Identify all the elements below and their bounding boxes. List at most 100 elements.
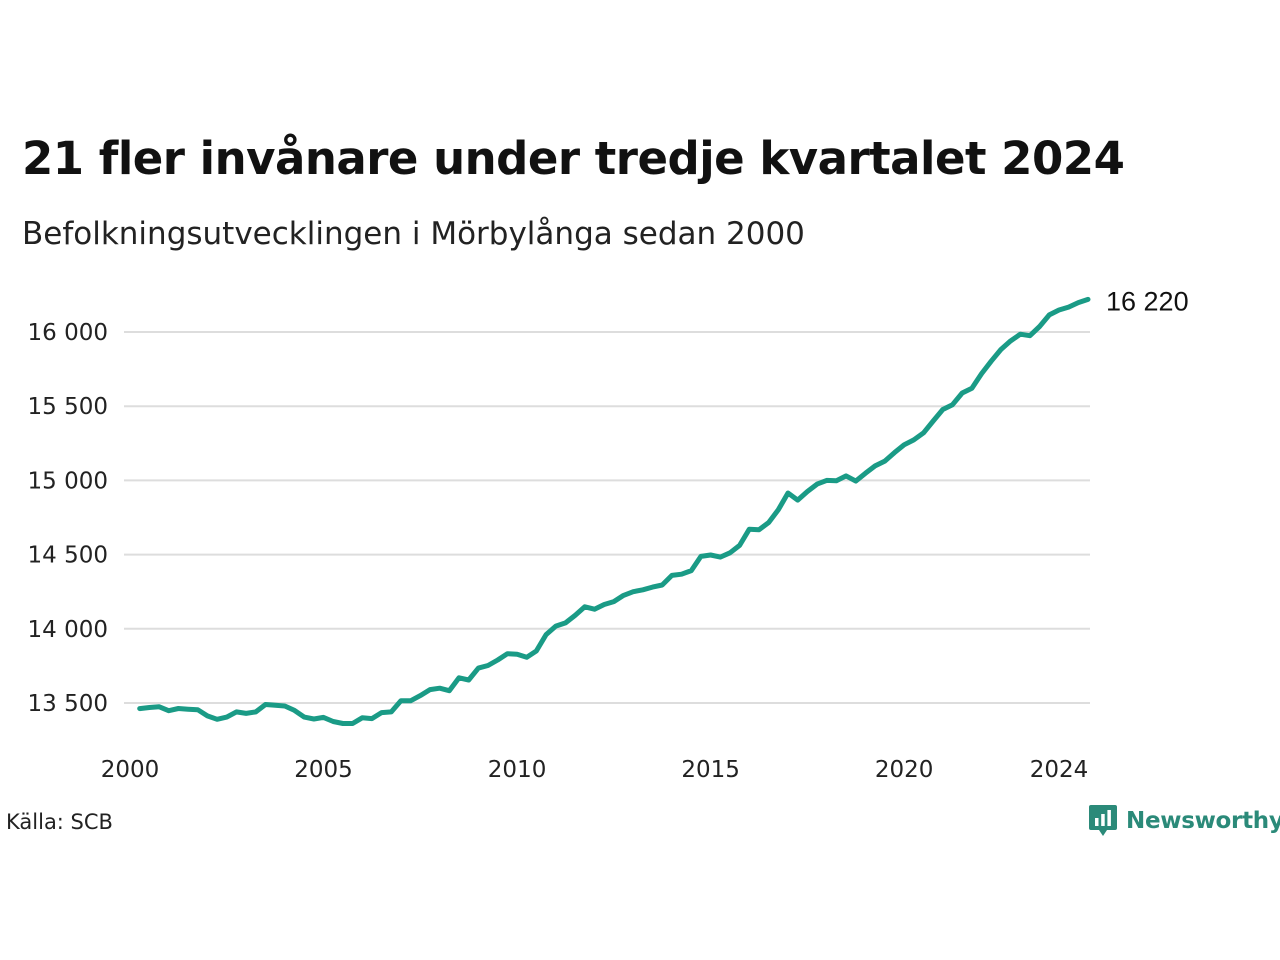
- data-point: [679, 572, 684, 577]
- data-point: [650, 585, 655, 590]
- data-point: [157, 704, 162, 709]
- data-point: [1018, 332, 1023, 337]
- brand-name: Newsworthy: [1126, 808, 1280, 834]
- data-point: [805, 489, 810, 494]
- data-point: [1057, 308, 1062, 313]
- data-point: [515, 652, 520, 657]
- data-point: [998, 347, 1003, 352]
- data-point: [757, 527, 762, 532]
- data-point: [834, 478, 839, 483]
- source-note: Källa: SCB: [6, 810, 113, 834]
- data-point: [311, 717, 316, 722]
- data-point: [902, 442, 907, 447]
- data-point: [689, 568, 694, 573]
- data-point: [602, 602, 607, 607]
- data-point: [708, 553, 713, 558]
- data-point: [466, 678, 471, 683]
- data-point: [486, 663, 491, 668]
- chart-subtitle: Befolkningsutvecklingen i Mörbylånga sed…: [22, 216, 805, 252]
- data-point: [563, 620, 568, 625]
- data-point: [698, 554, 703, 559]
- data-point: [428, 687, 433, 692]
- data-point: [418, 693, 423, 698]
- data-point: [940, 407, 945, 412]
- data-point: [389, 709, 394, 714]
- y-tick-label: 16 000: [28, 320, 108, 346]
- data-point: [611, 599, 616, 604]
- data-point: [292, 708, 297, 713]
- data-point: [640, 587, 645, 592]
- series-group: [137, 296, 1091, 726]
- data-point: [1076, 300, 1081, 305]
- data-point: [321, 715, 326, 720]
- data-point: [166, 708, 171, 713]
- data-point: [215, 717, 220, 722]
- data-point: [1008, 338, 1013, 343]
- newsworthy-logo[interactable]: Newsworthy: [1088, 804, 1280, 838]
- data-points: [137, 297, 1090, 726]
- series-line: [137, 296, 1091, 726]
- data-point: [447, 688, 452, 693]
- data-point: [398, 698, 403, 703]
- data-point: [273, 703, 278, 708]
- data-point: [747, 527, 752, 532]
- data-point: [592, 607, 597, 612]
- data-point: [815, 482, 820, 487]
- data-point: [234, 709, 239, 714]
- y-tick-label: 15 000: [28, 468, 108, 494]
- data-point: [534, 648, 539, 653]
- data-point: [205, 713, 210, 718]
- data-point: [340, 721, 345, 726]
- data-point: [476, 666, 481, 671]
- data-point: [844, 473, 849, 478]
- data-point: [795, 498, 800, 503]
- data-point: [786, 491, 791, 496]
- x-tick-label: 2005: [294, 757, 353, 783]
- data-point: [931, 419, 936, 424]
- data-point: [282, 704, 287, 709]
- data-point: [863, 471, 868, 476]
- data-point: [960, 391, 965, 396]
- data-point: [573, 613, 578, 618]
- data-point: [544, 632, 549, 637]
- data-point: [302, 715, 307, 720]
- y-tick-label: 14 000: [28, 617, 108, 643]
- x-tick-label: 2024: [1030, 757, 1089, 783]
- data-point: [621, 593, 626, 598]
- data-point: [718, 555, 723, 560]
- data-point: [147, 705, 152, 710]
- data-point: [137, 706, 142, 711]
- data-point: [669, 573, 674, 578]
- data-point: [244, 711, 249, 716]
- data-point: [379, 710, 384, 715]
- data-point: [737, 543, 742, 548]
- data-point: [873, 463, 878, 468]
- data-point: [1047, 312, 1052, 317]
- data-point: [853, 479, 858, 484]
- gridlines: [124, 331, 1090, 704]
- chart-title: 21 fler invånare under tredje kvartalet …: [22, 132, 1125, 185]
- data-point: [505, 651, 510, 656]
- data-point: [892, 450, 897, 455]
- data-point: [776, 507, 781, 512]
- data-point: [495, 658, 500, 663]
- data-point: [1037, 324, 1042, 329]
- data-point: [224, 715, 229, 720]
- data-point: [1086, 297, 1091, 302]
- data-point: [728, 550, 733, 555]
- x-axis-tick-labels: 2000 2005 2010 2015 2020 2024: [101, 757, 1089, 783]
- data-point: [979, 371, 984, 376]
- data-point: [911, 437, 916, 442]
- data-point: [331, 719, 336, 724]
- data-point: [350, 721, 355, 726]
- data-point: [360, 715, 365, 720]
- data-point: [1066, 305, 1071, 310]
- data-point: [766, 520, 771, 525]
- data-point: [921, 430, 926, 435]
- x-tick-label: 2010: [488, 757, 547, 783]
- data-point: [582, 604, 587, 609]
- y-axis-tick-labels: 13 500 14 000 14 500 15 000 15 500 16 000: [28, 320, 108, 717]
- data-point: [176, 706, 181, 711]
- y-tick-label: 14 500: [28, 543, 108, 569]
